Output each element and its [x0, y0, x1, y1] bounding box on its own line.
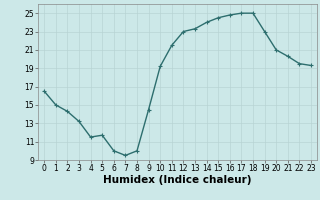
X-axis label: Humidex (Indice chaleur): Humidex (Indice chaleur): [103, 175, 252, 185]
